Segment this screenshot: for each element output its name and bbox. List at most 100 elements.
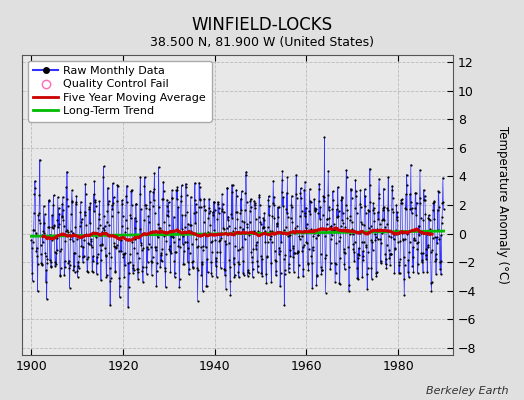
Point bbox=[389, 236, 398, 242]
Point bbox=[245, 232, 254, 238]
Point bbox=[89, 253, 97, 259]
Point bbox=[46, 259, 54, 265]
Point bbox=[285, 269, 293, 275]
Point bbox=[170, 239, 178, 246]
Point bbox=[294, 274, 303, 280]
Point bbox=[366, 198, 375, 205]
Point bbox=[146, 188, 154, 195]
Point bbox=[37, 260, 46, 266]
Point bbox=[399, 236, 407, 243]
Point bbox=[80, 252, 88, 259]
Point bbox=[122, 193, 130, 199]
Point bbox=[48, 212, 56, 218]
Point bbox=[345, 282, 354, 288]
Point bbox=[213, 215, 222, 222]
Point bbox=[46, 257, 54, 264]
Point bbox=[430, 198, 439, 204]
Point bbox=[99, 241, 107, 248]
Point bbox=[294, 262, 303, 268]
Point bbox=[393, 214, 401, 221]
Point bbox=[378, 230, 386, 237]
Point bbox=[299, 244, 307, 250]
Point bbox=[213, 274, 221, 280]
Point bbox=[312, 281, 321, 288]
Point bbox=[354, 250, 362, 257]
Point bbox=[315, 216, 324, 222]
Point bbox=[76, 223, 84, 229]
Point bbox=[409, 269, 418, 275]
Point bbox=[136, 239, 145, 246]
Point bbox=[275, 204, 283, 211]
Point bbox=[338, 195, 346, 201]
Point bbox=[420, 197, 428, 204]
Point bbox=[29, 227, 38, 233]
Point bbox=[57, 265, 65, 272]
Point bbox=[396, 270, 404, 277]
Point bbox=[368, 246, 377, 253]
Point bbox=[203, 283, 211, 290]
Point bbox=[93, 254, 101, 260]
Point bbox=[191, 180, 199, 186]
Point bbox=[238, 226, 247, 232]
Point bbox=[165, 246, 173, 252]
Point bbox=[254, 269, 262, 275]
Point bbox=[244, 267, 252, 274]
Point bbox=[59, 207, 67, 214]
Point bbox=[275, 244, 283, 251]
Point bbox=[160, 218, 168, 225]
Point bbox=[411, 204, 419, 211]
Point bbox=[38, 232, 47, 238]
Point bbox=[326, 260, 335, 266]
Point bbox=[216, 265, 225, 271]
Point bbox=[255, 194, 263, 200]
Point bbox=[178, 226, 186, 232]
Point bbox=[400, 292, 409, 298]
Point bbox=[425, 216, 433, 223]
Point bbox=[330, 227, 338, 233]
Point bbox=[267, 260, 275, 266]
Point bbox=[250, 202, 259, 208]
Point bbox=[439, 174, 447, 181]
Point bbox=[430, 199, 438, 205]
Point bbox=[56, 272, 64, 278]
Point bbox=[248, 274, 257, 280]
Point bbox=[210, 198, 218, 205]
Point bbox=[375, 191, 383, 198]
Point bbox=[121, 262, 129, 268]
Point bbox=[217, 207, 226, 214]
Point bbox=[171, 249, 180, 256]
Point bbox=[119, 250, 127, 257]
Point bbox=[95, 198, 104, 204]
Point bbox=[217, 230, 225, 236]
Point bbox=[125, 270, 134, 276]
Point bbox=[162, 238, 170, 244]
Point bbox=[325, 204, 333, 210]
Point bbox=[265, 203, 274, 210]
Point bbox=[413, 246, 421, 252]
Point bbox=[260, 228, 269, 235]
Point bbox=[350, 249, 358, 256]
Point bbox=[193, 244, 201, 250]
Point bbox=[408, 205, 416, 212]
Point bbox=[431, 251, 440, 257]
Point bbox=[117, 222, 126, 229]
Point bbox=[416, 200, 424, 206]
Point bbox=[244, 273, 252, 279]
Point bbox=[401, 191, 410, 198]
Point bbox=[202, 232, 210, 239]
Point bbox=[296, 213, 304, 220]
Point bbox=[296, 190, 304, 196]
Point bbox=[271, 258, 280, 264]
Point bbox=[34, 212, 42, 218]
Point bbox=[144, 246, 152, 252]
Point bbox=[421, 196, 429, 203]
Point bbox=[342, 174, 351, 181]
Point bbox=[212, 255, 220, 261]
Point bbox=[83, 255, 91, 262]
Point bbox=[420, 186, 428, 193]
Point bbox=[132, 201, 140, 207]
Point bbox=[429, 207, 437, 213]
Point bbox=[62, 228, 70, 234]
Point bbox=[102, 274, 111, 280]
Point bbox=[341, 250, 350, 256]
